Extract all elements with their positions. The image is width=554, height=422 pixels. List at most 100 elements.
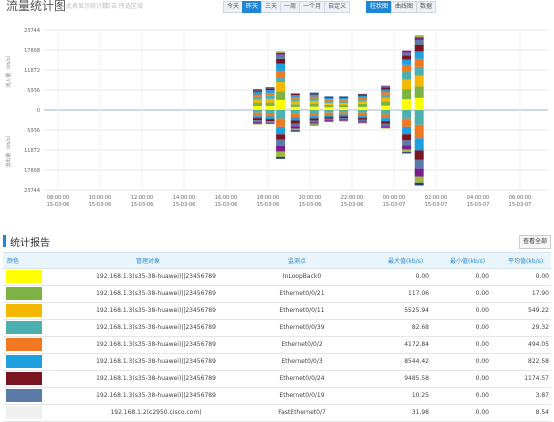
y-tick-label: 23744 <box>24 188 40 194</box>
bar-segment <box>253 95 262 97</box>
interface-cell: Ethernet0/0/11 <box>247 307 357 314</box>
time-month-button[interactable]: 一个月 <box>299 1 325 13</box>
bar-segment <box>358 98 367 100</box>
object-cell: 192.168.1.2(c2950.cisco.com) <box>96 409 216 416</box>
time-custom-button[interactable]: 自定义 <box>324 1 350 13</box>
bar-segment <box>358 94 367 95</box>
x-tick-date: 15-03-07 <box>509 202 532 208</box>
avg-cell: 29.32 <box>495 324 549 331</box>
bar-segment <box>415 59 424 67</box>
header-bar: 流量统计图 此表显示统计数 点击 所选区域 今天 昨天 三天 一周 一个月 自定… <box>0 0 554 15</box>
time-today-button[interactable]: 今天 <box>223 1 243 13</box>
col-min: 最小值(kb/s) <box>450 256 485 265</box>
bar-segment <box>310 116 319 118</box>
bar-segment <box>291 107 300 110</box>
bar-segment <box>276 53 285 55</box>
bar-segment <box>381 86 390 87</box>
object-cell: 192.168.1.3(s35-38-huawei)||23456789 <box>96 324 216 331</box>
bar-segment <box>402 71 411 80</box>
interface-cell: Ethernet0/0/24 <box>247 375 357 382</box>
bar-segment <box>402 80 411 89</box>
x-tick-time: 02:00:00 <box>425 195 447 201</box>
bar-segment <box>291 120 300 123</box>
min-cell: 0.00 <box>435 341 489 348</box>
bar-segment <box>276 146 285 152</box>
bar-segment <box>381 102 390 106</box>
y-tick-label: 11872 <box>24 148 40 154</box>
bar-segment <box>291 97 300 99</box>
bar-segment <box>291 94 300 95</box>
bar-segment <box>276 100 285 110</box>
bar-segment <box>291 99 300 101</box>
hint-text: 此表显示统计数 <box>66 1 108 10</box>
bar-segment <box>266 103 275 106</box>
bar-segment <box>324 101 333 103</box>
y-tick-label: 5936 <box>27 128 40 134</box>
time-three-days-button[interactable]: 三天 <box>261 1 281 13</box>
bar-segment <box>291 131 300 132</box>
bar-segment <box>402 59 411 64</box>
bar-segment <box>402 89 411 99</box>
bar-segment <box>339 118 348 119</box>
bar-segment <box>291 110 300 114</box>
bar-segment <box>358 115 367 117</box>
object-cell: 192.168.1.3(s35-38-huawei)||23456789 <box>96 392 216 399</box>
bar-segment <box>291 123 300 126</box>
bar-segment <box>324 97 333 98</box>
color-swatch <box>6 372 42 385</box>
bar-segment <box>253 113 262 116</box>
bar-segment <box>310 122 319 123</box>
bar-segment <box>310 101 319 104</box>
bar-segment <box>276 140 285 146</box>
bar-segment <box>381 98 390 102</box>
bar-segment <box>381 128 390 129</box>
bar-segment <box>381 110 390 114</box>
time-week-button[interactable]: 一周 <box>280 1 300 13</box>
color-swatch <box>6 389 42 402</box>
color-swatch <box>6 355 42 368</box>
bar-segment <box>266 99 275 103</box>
y-tick-label: 11872 <box>24 68 40 74</box>
bar-segment <box>266 106 275 110</box>
bar-segment <box>415 138 424 150</box>
bar-segment <box>276 82 285 91</box>
max-cell: 9485.58 <box>361 375 429 382</box>
bar-segment <box>310 125 319 126</box>
bar-segment <box>310 107 319 110</box>
bar-segment <box>415 160 424 169</box>
bar-segment <box>381 114 390 118</box>
bar-segment <box>253 100 262 103</box>
min-cell: 0.00 <box>435 358 489 365</box>
bar-segment <box>339 103 348 105</box>
bar-segment <box>276 157 285 159</box>
bar-segment <box>402 152 411 153</box>
line-chart-button[interactable]: 曲线图 <box>391 1 417 13</box>
table-row[interactable]: 192.168.1.2(c2950.cisco.com)FastEthernet… <box>3 405 551 422</box>
time-yesterday-button[interactable]: 昨天 <box>242 1 262 13</box>
bar-segment <box>415 150 424 159</box>
max-cell: 8544.42 <box>361 358 429 365</box>
bar-chart-button[interactable]: 柱状图 <box>366 1 392 13</box>
bar-segment <box>324 113 333 115</box>
bar-segment <box>310 110 319 113</box>
bar-segment <box>266 87 275 88</box>
bar-segment <box>266 110 275 113</box>
traffic-bar-chart[interactable]: 2374417808118725936059361187217808237440… <box>0 22 554 230</box>
bar-segment <box>339 101 348 103</box>
avg-cell: 17.90 <box>495 290 549 297</box>
bar-segment <box>415 51 424 58</box>
bar-segment <box>381 121 390 124</box>
view-all-button[interactable]: 查看全部 <box>519 235 551 249</box>
object-cell: 192.168.1.3(s35-38-huawei)||23456789 <box>96 273 216 280</box>
data-view-button[interactable]: 数据 <box>416 1 436 13</box>
bar-segment <box>324 115 333 117</box>
x-tick-time: 20:00:00 <box>299 195 321 201</box>
